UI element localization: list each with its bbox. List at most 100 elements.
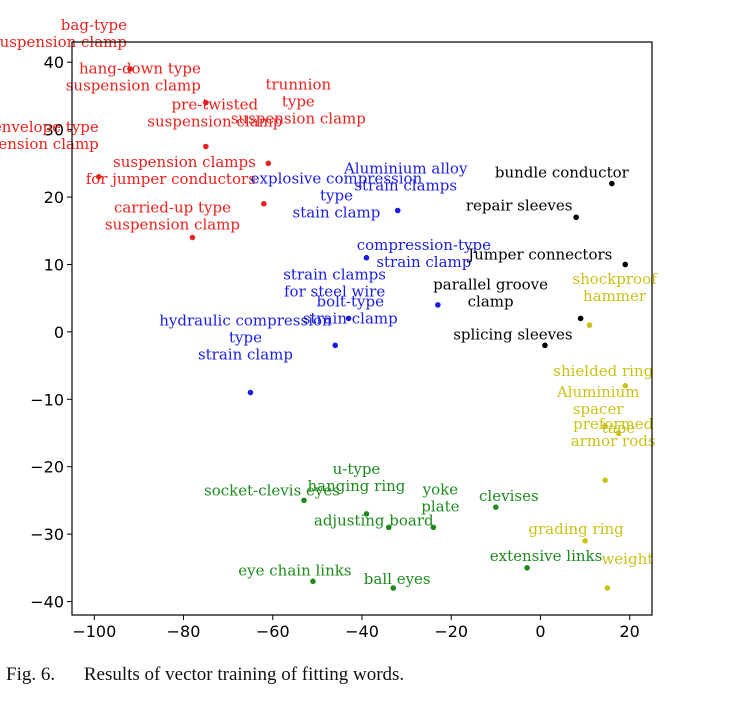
point-label-line: extensive links (490, 547, 603, 565)
point-label-line: u-type (333, 460, 381, 478)
point-label: parallel groove clamp (433, 275, 548, 310)
point-label: weight (601, 550, 653, 568)
point-label-line: repair sleeves (466, 196, 573, 214)
x-tick-label: 20 (620, 622, 640, 641)
point-label-line: type (320, 187, 353, 205)
point-label-line: strain clamps (283, 265, 386, 283)
point-label-line: compression-type (357, 236, 491, 254)
data-point-yellow (582, 538, 588, 544)
point-label-line: strain clamp (376, 253, 471, 271)
point-label-line: type (229, 329, 262, 347)
point-label-line: for steel wire (284, 282, 385, 300)
y-tick-label: 30 (44, 121, 64, 140)
data-point-red (203, 99, 209, 106)
point-label-line: bundle conductor (495, 164, 630, 182)
data-point-red (265, 160, 272, 167)
point-label-line: clevises (479, 487, 539, 505)
data-point-red (127, 66, 133, 72)
point-label-line: clamp (468, 292, 514, 310)
point-label: bundle conductor (495, 164, 630, 182)
data-point-blue (345, 315, 352, 322)
point-label-line: suspension clamps (113, 153, 256, 171)
point-label-line: strain clamp (303, 309, 398, 327)
point-label-line: suspension clamp (0, 135, 99, 153)
point-label-line: type (282, 92, 315, 110)
point-label-line: stain clamp (293, 204, 381, 222)
data-point-black (622, 261, 629, 268)
point-label: compression-type strain clamp (357, 236, 491, 271)
x-tick-label: −20 (434, 622, 468, 641)
data-point-red (203, 143, 209, 150)
x-tick-label: 0 (535, 622, 545, 641)
point-label: shielded ring (553, 362, 653, 380)
point-label: suspension clamps for jumper conductors (86, 153, 256, 188)
point-label-line: suspension clamp (147, 112, 282, 130)
data-point-red (95, 174, 102, 180)
data-point-blue (363, 254, 370, 261)
point-label-line: eye chain links (238, 561, 351, 579)
figure-caption: Fig. 6. Results of vector training of fi… (6, 664, 404, 686)
point-label: tape (602, 419, 636, 437)
point-label-line: socket-clevis eyes (204, 481, 340, 499)
data-points (95, 66, 629, 591)
data-point-yellow (604, 585, 611, 591)
data-point-green (301, 497, 307, 504)
point-label-line: weight (601, 550, 653, 568)
point-label-line: armor rods (571, 432, 656, 450)
point-label-line: pre-twisted (172, 95, 259, 113)
data-point-black (577, 315, 584, 322)
point-label: hang-down type suspension clamp (66, 60, 201, 95)
point-label-line: splicing sleeves (453, 325, 572, 343)
point-label-line: preformed (573, 415, 654, 433)
point-label-line: grading ring (528, 520, 624, 538)
point-label-line: suspension clamp (105, 215, 240, 233)
data-point-black (609, 180, 615, 187)
y-tick-label: 40 (44, 53, 64, 72)
point-label-line: bolt-type (316, 292, 384, 310)
point-label: carried-up type suspension clamp (105, 198, 240, 233)
point-label: socket-clevis eyes (204, 481, 340, 499)
point-label-line: envelope type (0, 118, 99, 136)
point-label: yoke plate (421, 480, 459, 515)
point-label: shockproof hammer (572, 270, 658, 305)
data-point-green (390, 585, 397, 591)
x-tick-label: −60 (256, 622, 290, 641)
point-label-line: parallel groove (433, 275, 548, 293)
point-label-line: spacer (573, 400, 625, 418)
data-point-blue (435, 302, 441, 308)
point-label: adjusting board (314, 511, 434, 529)
data-point-yellow (602, 423, 608, 430)
point-label-line: trunnion (265, 75, 331, 93)
point-label-line: plate (421, 497, 459, 515)
data-point-blue (394, 207, 401, 214)
point-label-line: explosive compression (251, 170, 423, 188)
point-label-line: hanging ring (307, 477, 405, 495)
point-label-line: Aluminium alloy (343, 160, 468, 178)
point-label-line: yoke (422, 480, 459, 498)
point-label: strain clamps for steel wire (283, 265, 386, 300)
point-label-line: shockproof (572, 270, 658, 288)
point-label: extensive links (490, 547, 603, 565)
point-label-line: bag-type (61, 16, 127, 34)
caption-number: Fig. 6. (6, 664, 56, 685)
y-tick-label: −30 (30, 525, 64, 544)
point-label: trunnion type suspension clamp (231, 75, 366, 127)
x-tick-label: −40 (345, 622, 379, 641)
plot-frame (71, 41, 653, 616)
point-label-line: carried-up type (114, 198, 231, 216)
point-label: Aluminium spacer (556, 383, 640, 418)
point-label: u-type hanging ring (307, 460, 405, 495)
data-point-green (385, 524, 392, 531)
point-label-line: hammer (583, 287, 647, 305)
point-label-line: tape (602, 419, 636, 437)
data-point-green (524, 565, 530, 571)
data-point-green (493, 504, 499, 510)
point-label-line: suspension clamp (66, 77, 201, 95)
y-tick-label: −40 (30, 593, 64, 612)
x-tick-label: −100 (72, 622, 116, 641)
point-label: ball eyes (364, 570, 431, 588)
data-point-green (430, 524, 437, 531)
point-label: pre-twisted suspension clamp (147, 95, 282, 130)
scatter-chart: −100 −80 −60 −40 −20 0 20−40−30−20−10010203040… (0, 16, 658, 641)
